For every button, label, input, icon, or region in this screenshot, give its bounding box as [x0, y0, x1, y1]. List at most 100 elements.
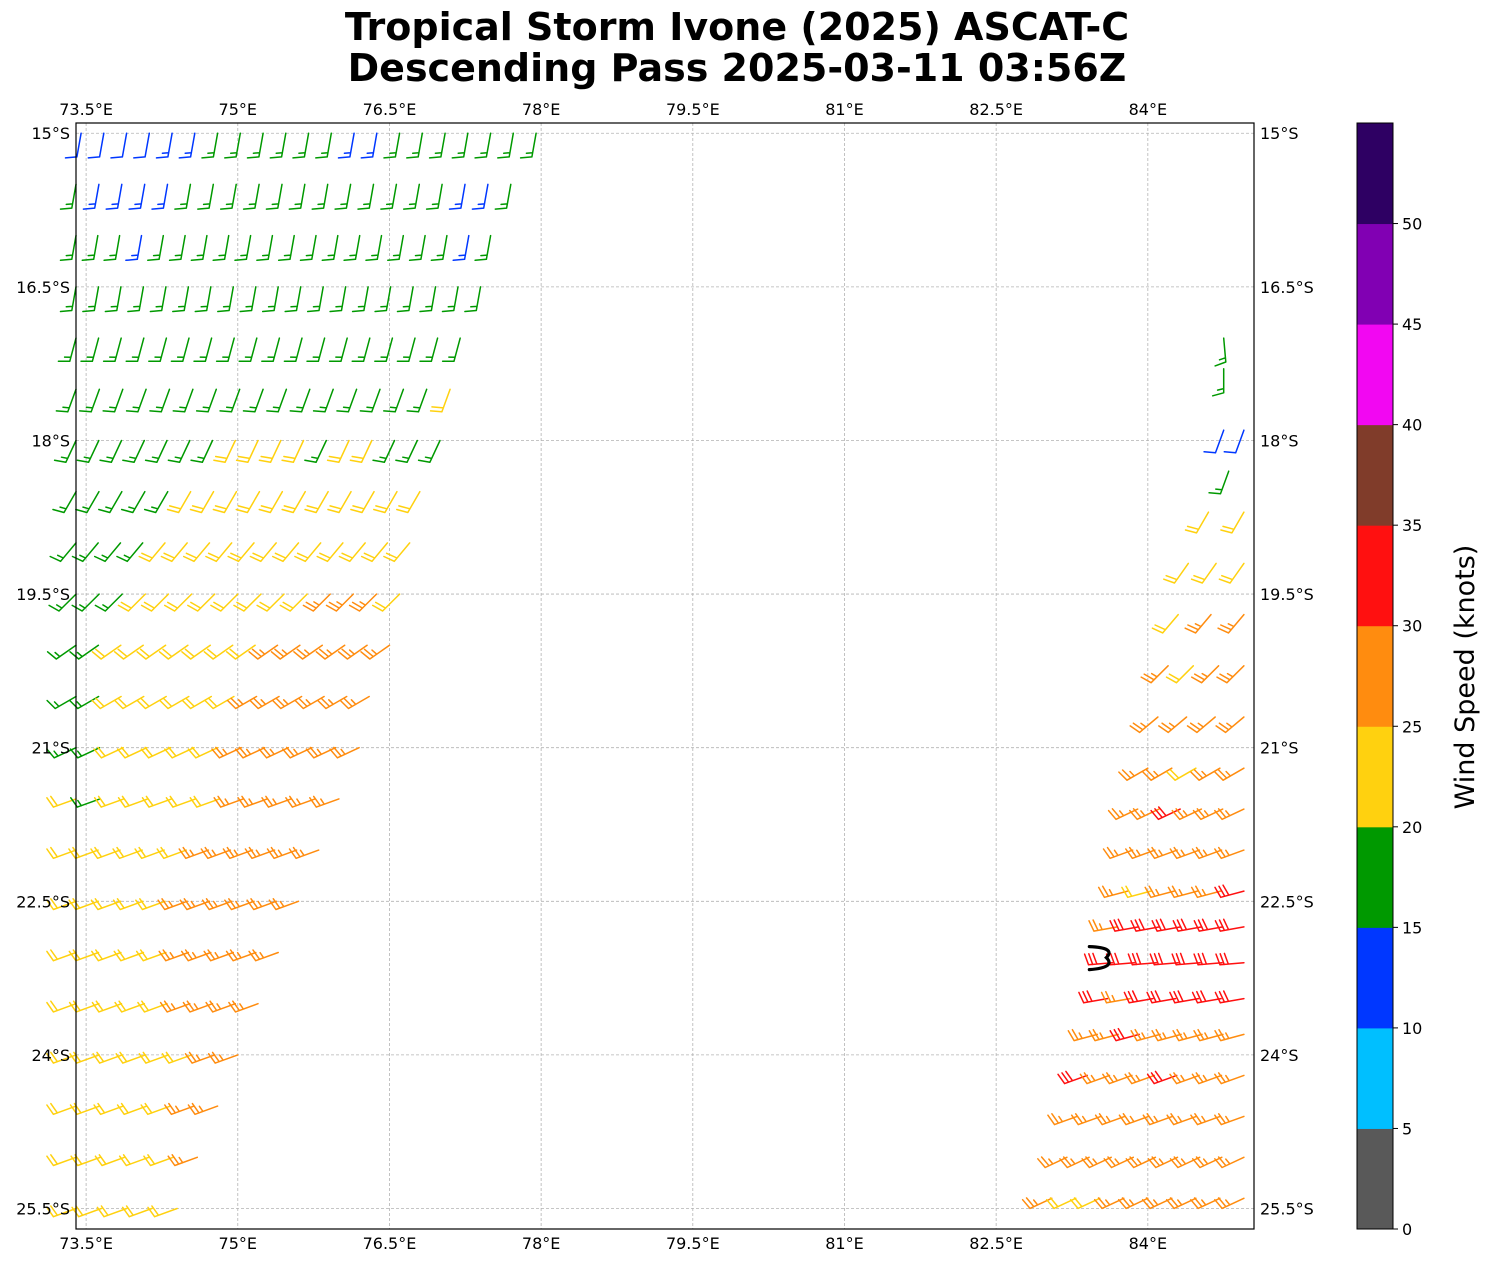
wind-barb	[234, 234, 252, 262]
map-tick-labels: 73.5°E 73.5°E 75°E 75°E 76.5°E 76.5°E 78°E 78°E…	[16, 100, 1314, 1253]
wind-barb	[174, 183, 192, 210]
colorbar-segment	[1357, 625, 1393, 727]
wind-barb	[1037, 1156, 1068, 1169]
lat-tick-label: 25.5°S	[16, 1200, 70, 1219]
wind-barb	[1214, 990, 1245, 1004]
wind-barb	[1214, 337, 1227, 367]
wind-barb	[1047, 1113, 1078, 1126]
wind-barb	[293, 644, 324, 660]
wind-barb	[299, 234, 317, 262]
wind-barb	[91, 695, 122, 710]
wind-barb	[266, 388, 288, 413]
wind-barb	[140, 593, 170, 612]
wind-barb	[92, 1051, 123, 1064]
wind-barb	[102, 337, 122, 363]
wind-barb	[1088, 919, 1119, 932]
wind-barb	[474, 234, 492, 262]
wind-barb	[71, 593, 100, 612]
wind-barb	[270, 644, 301, 660]
wind-barb	[258, 490, 284, 514]
wind-barb	[1117, 1197, 1149, 1210]
wind-barb	[125, 337, 145, 363]
wind-barb	[235, 490, 261, 514]
wind-barb	[351, 337, 371, 363]
wind-barb	[90, 898, 122, 911]
wind-barb	[46, 1205, 77, 1218]
wind-barb	[425, 183, 443, 210]
colorbar-tick-label: 5	[1402, 1119, 1412, 1138]
wind-barb	[1129, 808, 1160, 821]
colorbar-segment	[1357, 123, 1393, 225]
lon-tick-label: 82.5°E	[969, 1234, 1023, 1253]
wind-barb	[96, 1205, 128, 1218]
wind-barb	[195, 388, 218, 413]
wind-barb	[430, 234, 448, 262]
wind-barb	[117, 593, 147, 612]
wind-barb	[1147, 1156, 1179, 1169]
lon-tick-label: 73.5°E	[59, 1234, 113, 1253]
wind-barb	[417, 439, 441, 463]
wind-barb	[197, 183, 215, 210]
wind-barb	[1123, 990, 1154, 1004]
wind-barb	[170, 337, 190, 363]
wind-barb	[1191, 1072, 1223, 1085]
wind-barb	[372, 439, 396, 463]
chart-title-line-1: Tropical Storm Ivone (2025) ASCAT-C	[344, 5, 1130, 49]
wind-barb	[359, 388, 381, 413]
wind-barb	[69, 746, 101, 759]
wind-barb	[448, 183, 466, 210]
wind-barb	[215, 337, 235, 363]
wind-barb	[112, 898, 144, 911]
wind-barb	[395, 439, 419, 463]
wind-barb	[351, 286, 369, 313]
wind-barb	[1214, 846, 1245, 860]
lat-tick-label: 19.5°S	[1260, 585, 1314, 604]
storm-center-marker	[1087, 945, 1111, 972]
wind-barb	[1070, 1113, 1102, 1126]
wind-barb	[182, 1000, 214, 1013]
colorbar-segment	[1357, 726, 1393, 828]
colorbar-tick-label: 0	[1402, 1220, 1412, 1239]
wind-barb	[113, 644, 144, 660]
wind-barb	[59, 183, 77, 210]
wind-barb	[120, 490, 146, 514]
wind-barb	[1158, 716, 1188, 734]
wind-barb	[452, 234, 470, 262]
wind-barb	[1184, 511, 1210, 534]
wind-barb	[225, 949, 257, 962]
wind-barb	[1166, 1113, 1197, 1126]
wind-barb	[136, 695, 167, 710]
wind-barb	[429, 388, 451, 413]
wind-barb	[167, 1154, 199, 1167]
wind-barb	[1215, 716, 1245, 734]
wind-barb	[1118, 767, 1149, 781]
wind-barb	[1169, 1156, 1201, 1169]
colorbar-tick-label: 10	[1402, 1019, 1422, 1038]
wind-barb	[59, 286, 77, 313]
wind-barb	[1021, 1197, 1053, 1210]
wind-barb	[158, 644, 189, 660]
wind-barb	[1214, 1113, 1245, 1126]
wind-barb	[497, 132, 515, 159]
wind-barb	[228, 1000, 259, 1013]
wind-barb	[284, 286, 302, 313]
wind-barb	[294, 542, 322, 563]
wind-barb	[244, 846, 276, 860]
wind-barb	[1208, 470, 1230, 495]
wind-barb	[396, 286, 414, 313]
wind-barb	[1093, 1197, 1125, 1210]
colorbar-tick-label: 20	[1402, 818, 1422, 837]
wind-barb	[471, 183, 489, 210]
wind-barb	[178, 132, 196, 159]
colorbar-segment	[1357, 1027, 1393, 1129]
wind-barb	[246, 898, 277, 911]
colorbar-label: Wind Speed (knots)	[1450, 545, 1481, 810]
wind-barb	[256, 593, 285, 612]
wind-barb	[57, 337, 77, 363]
wind-barb	[1129, 716, 1159, 734]
wind-barb	[159, 1000, 191, 1013]
wind-barb	[268, 898, 300, 911]
wind-barb	[225, 644, 256, 660]
wind-barb	[316, 542, 344, 563]
wind-barb	[69, 644, 100, 660]
